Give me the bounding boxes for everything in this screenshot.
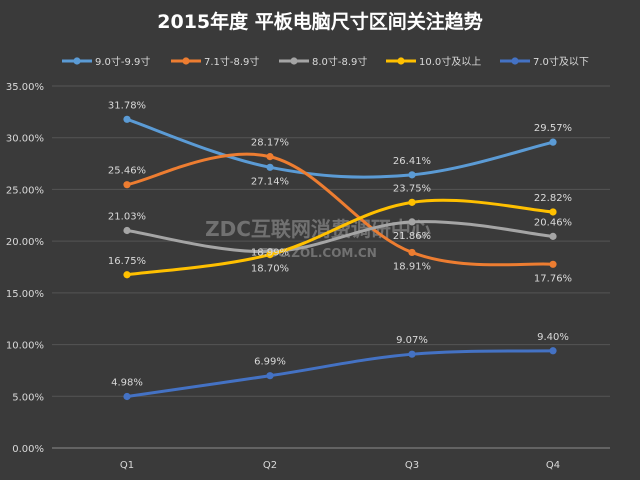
- data-point: [549, 232, 557, 240]
- data-label: 17.76%: [534, 273, 572, 284]
- legend-item-label: 8.0寸-8.9寸: [312, 55, 367, 68]
- y-tick-label: 35.00%: [6, 82, 44, 93]
- data-label: 21.03%: [108, 211, 146, 222]
- x-tick-label: Q2: [263, 460, 277, 471]
- data-point: [549, 260, 557, 268]
- series-line: [125, 220, 555, 254]
- data-point: [408, 218, 416, 226]
- data-label: 23.75%: [393, 183, 431, 194]
- legend-item-label: 10.0寸及以上: [419, 55, 481, 68]
- y-axis: 0.00% 5.00% 10.00% 15.00% 20.00% 25.00% 30.00%…: [6, 82, 44, 455]
- data-point: [123, 181, 131, 189]
- y-tick-label: 30.00%: [6, 134, 44, 145]
- data-label: 21.86%: [393, 231, 431, 242]
- data-label: 20.46%: [534, 217, 572, 228]
- series-group: [123, 115, 557, 401]
- series-line: [125, 349, 555, 398]
- gridlines: [52, 85, 610, 449]
- chart-title: 2015年度 平板电脑尺寸区间关注趋势: [157, 10, 483, 33]
- legend-marker: [511, 57, 519, 65]
- y-tick-label: 20.00%: [6, 237, 44, 248]
- legend-marker: [73, 57, 81, 65]
- data-label: 27.14%: [251, 176, 289, 187]
- legend-item-label: 7.0寸及以下: [533, 55, 589, 68]
- data-point: [549, 208, 557, 216]
- data-label: 25.46%: [108, 166, 146, 177]
- data-point: [123, 115, 131, 123]
- x-tick-label: Q4: [546, 460, 560, 471]
- data-label: 4.98%: [111, 377, 143, 388]
- data-label: 31.78%: [108, 100, 146, 111]
- data-point: [123, 392, 131, 401]
- data-point: [266, 250, 274, 259]
- legend-item-label: 7.1寸-8.9寸: [204, 55, 259, 68]
- legend: 9.0寸-9.9寸 7.1寸-8.9寸 8.0寸-8.9寸 10.0寸及以上 7.0寸及…: [62, 55, 589, 68]
- series-line: [125, 198, 555, 277]
- data-point: [266, 153, 274, 161]
- data-label: 6.99%: [254, 357, 286, 368]
- data-point: [408, 248, 416, 257]
- x-tick-label: Q1: [120, 460, 134, 471]
- data-point: [408, 171, 416, 179]
- data-label: 28.17%: [251, 138, 289, 149]
- series-line: [125, 152, 555, 267]
- data-label: 18.70%: [251, 264, 289, 275]
- data-label: 22.82%: [534, 193, 572, 204]
- series-line: [125, 117, 555, 179]
- data-point: [266, 372, 274, 380]
- y-tick-label: 0.00%: [12, 444, 44, 455]
- y-tick-label: 10.00%: [6, 341, 44, 352]
- data-labels: 31.78% 27.14% 26.41% 29.57% 25.46% 28.17% 18.9…: [108, 100, 572, 388]
- y-tick-label: 15.00%: [6, 289, 44, 300]
- data-label: 16.75%: [108, 256, 146, 267]
- data-point: [549, 138, 557, 146]
- x-axis: Q1 Q2 Q3 Q4: [120, 460, 560, 471]
- data-point: [266, 163, 274, 171]
- legend-marker: [397, 57, 405, 65]
- data-label: 18.91%: [393, 261, 431, 272]
- legend-marker: [182, 57, 190, 65]
- data-label: 18.99%: [251, 248, 289, 259]
- data-label: 9.07%: [396, 335, 428, 346]
- data-label: 26.41%: [393, 156, 431, 167]
- data-point: [123, 271, 131, 279]
- data-point: [123, 226, 131, 235]
- y-tick-label: 25.00%: [6, 185, 44, 196]
- data-point: [549, 347, 557, 355]
- data-label: 9.40%: [537, 332, 569, 343]
- data-point: [408, 350, 416, 358]
- x-tick-label: Q3: [405, 460, 419, 471]
- y-tick-label: 5.00%: [12, 392, 44, 403]
- data-point: [408, 198, 416, 206]
- data-label: 29.57%: [534, 123, 572, 134]
- legend-item-label: 9.0寸-9.9寸: [95, 55, 150, 68]
- legend-marker: [290, 57, 298, 65]
